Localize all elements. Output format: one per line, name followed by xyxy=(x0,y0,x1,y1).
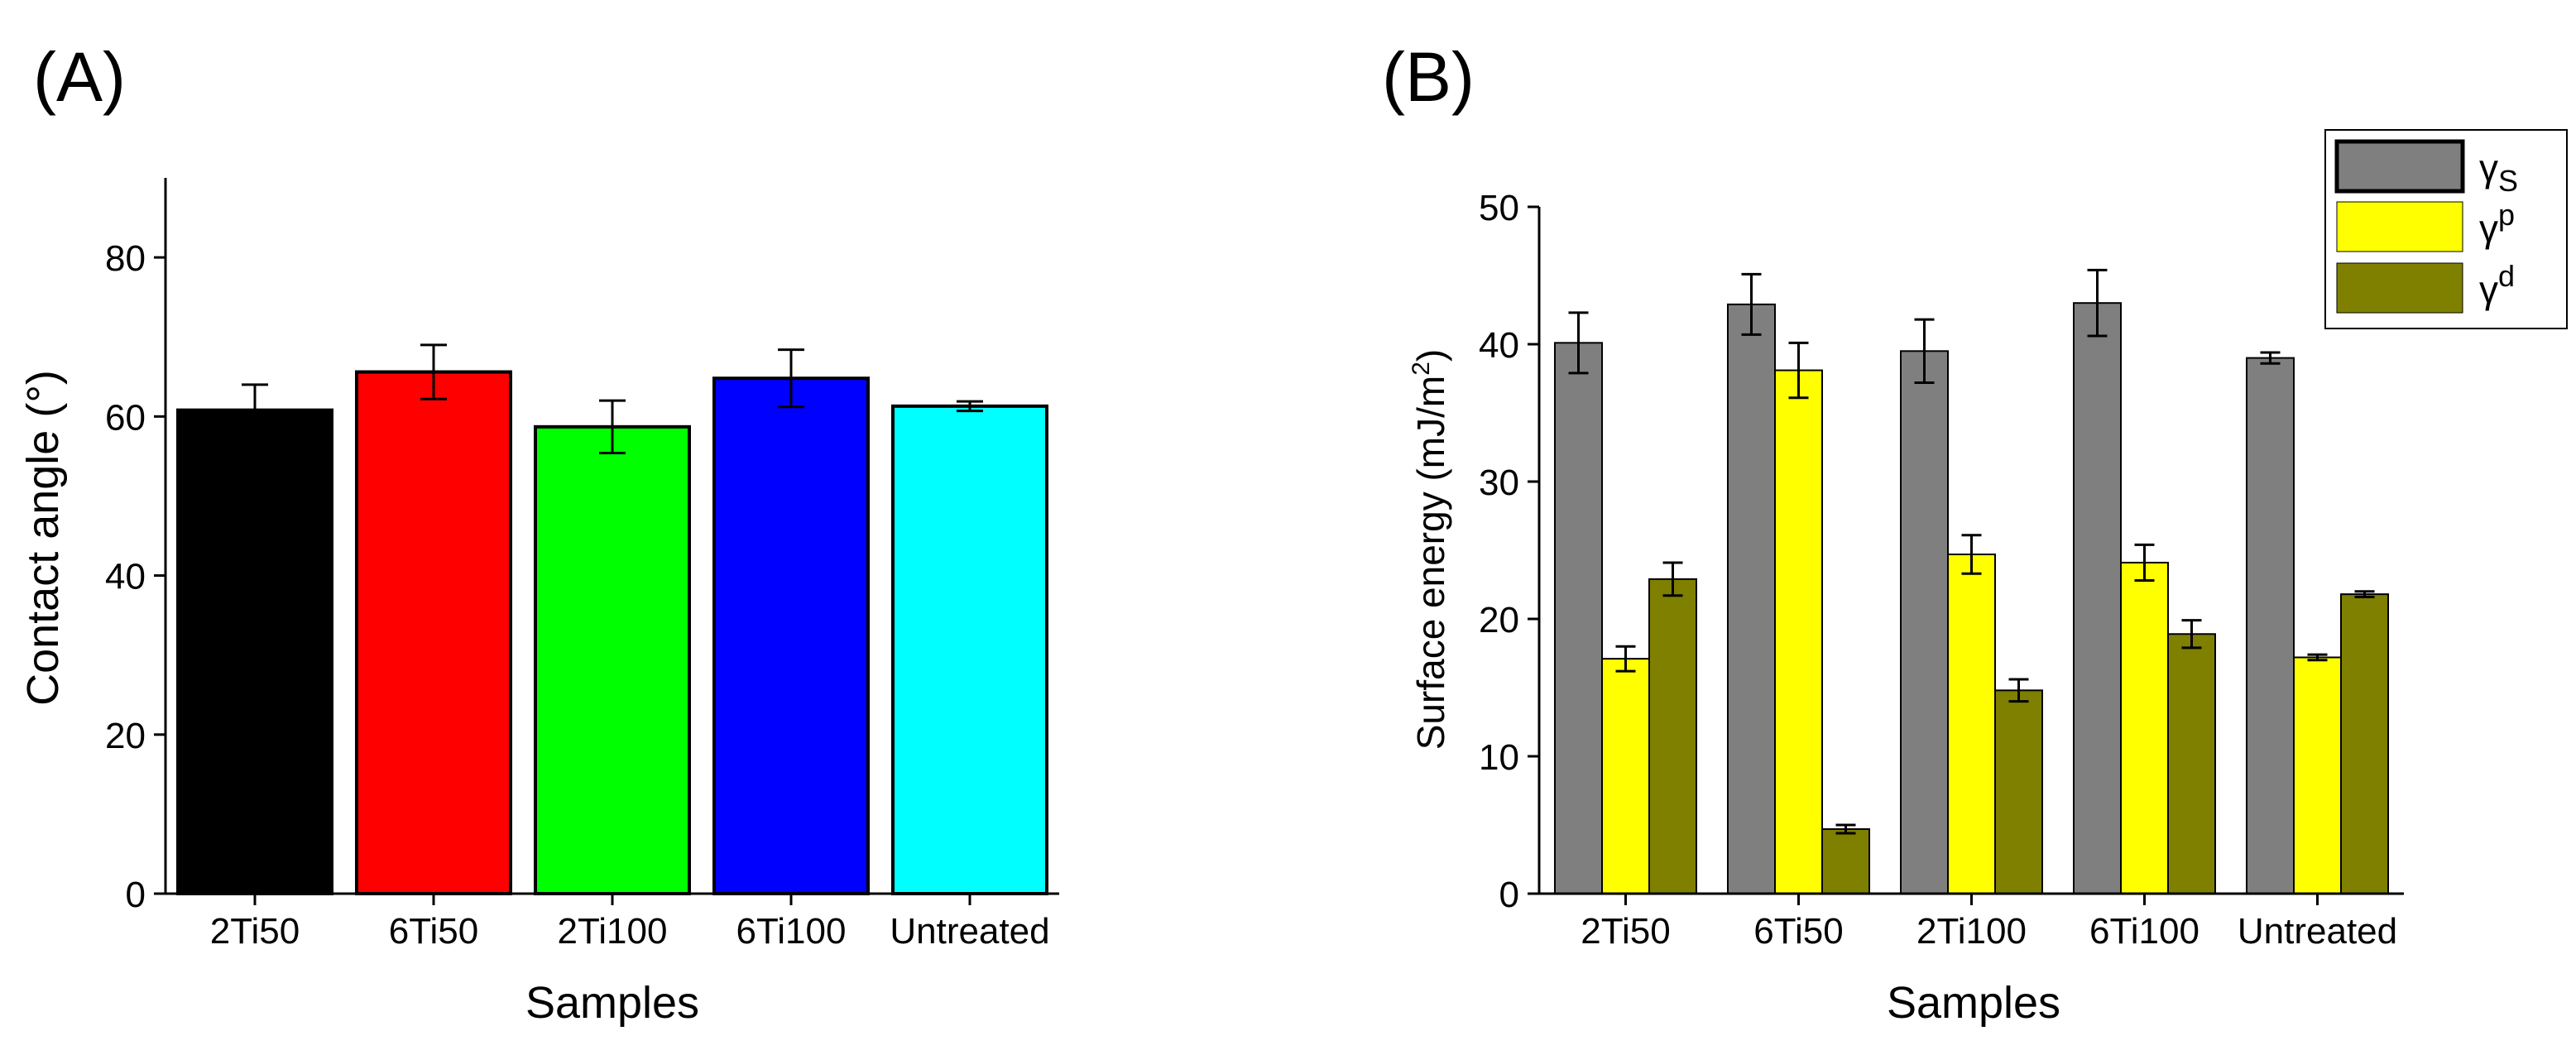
bar-6Ti100-s0 xyxy=(2073,302,2122,894)
legend-gamma-d-superscript: d xyxy=(2498,259,2515,293)
bar-6Ti100-s1 xyxy=(2120,561,2169,894)
y-tick-label: 40 xyxy=(105,557,146,597)
y-axis-title-b-superscript: 2 xyxy=(1408,362,1435,376)
legend-b: γS γp γd xyxy=(2324,129,2568,329)
bars-a xyxy=(176,343,1048,896)
x-axis-title-b: Samples xyxy=(1887,978,2060,1028)
legend-gamma-s-subscript: S xyxy=(2498,164,2518,198)
x-tick-label: Untreated xyxy=(890,911,1049,952)
y-tick-label: 30 xyxy=(1479,463,1519,503)
legend-gamma-p-base: γ xyxy=(2479,207,2498,250)
y-tick-label: 80 xyxy=(105,238,146,279)
bar-Untreated-s0 xyxy=(2246,357,2295,895)
panel-label-b: (B) xyxy=(1382,38,1475,116)
axes-a: 0 20 40 60 80 2Ti50 6Ti50 2Ti100 6Ti100 Untreated xyxy=(105,178,1059,952)
y-axis-title-a: Contact angle (°) xyxy=(18,370,68,706)
panel-b: (B) 0 10 20 30 40 50 2Ti50 6Ti50 2Ti100 6Ti100 Unt… xyxy=(1382,38,2568,1028)
bar-6Ti100 xyxy=(712,376,870,895)
x-tick-label: 6Ti100 xyxy=(736,911,847,952)
bar-2Ti50 xyxy=(176,408,333,895)
legend-label-gamma-s: γS xyxy=(2479,146,2518,198)
y-tick-label: 10 xyxy=(1479,737,1519,778)
bar-Untreated-s1 xyxy=(2293,656,2342,894)
bar-2Ti100-s2 xyxy=(1994,689,2043,894)
legend-gamma-p-superscript: p xyxy=(2498,198,2515,232)
panel-a: (A) 0 20 40 60 80 2Ti50 6Ti50 2Ti100 6Ti100 Untre… xyxy=(18,38,1059,1028)
bar-6Ti100-s2 xyxy=(2167,633,2216,894)
bar-6Ti50-s0 xyxy=(1727,303,1776,894)
x-tick-label: 2Ti100 xyxy=(558,911,668,952)
bar-2Ti50-s0 xyxy=(1554,342,1603,894)
y-axis-title-b-close: ) xyxy=(1409,349,1452,362)
bar-6Ti50 xyxy=(355,370,512,895)
bar-2Ti50-s1 xyxy=(1601,658,1650,894)
axes-b: 0 10 20 30 40 50 2Ti50 6Ti50 2Ti100 6Ti100 Untreat… xyxy=(1479,188,2404,952)
legend-label-gamma-p: γp xyxy=(2479,198,2515,250)
bar-Untreated-s2 xyxy=(2340,593,2389,894)
y-tick-label: 20 xyxy=(1479,600,1519,640)
bar-2Ti100-s0 xyxy=(1900,350,1949,894)
bar-2Ti100 xyxy=(534,424,691,895)
x-tick-label: 6Ti50 xyxy=(1753,911,1843,952)
x-tick-label: 2Ti100 xyxy=(1916,911,2027,952)
bar-Untreated xyxy=(891,404,1048,896)
y-tick-label: 50 xyxy=(1479,188,1519,228)
panel-label-a: (A) xyxy=(33,38,126,116)
bar-2Ti50-s2 xyxy=(1648,578,1697,894)
x-tick-label: 6Ti100 xyxy=(2089,911,2199,952)
y-axis-title-b: Surface energy (mJ/m2) xyxy=(1408,349,1452,750)
y-tick-label: 0 xyxy=(126,875,146,915)
bar-6Ti50-s2 xyxy=(1821,827,1870,894)
legend-swatch-gamma-p xyxy=(2336,201,2463,252)
y-tick-label: 20 xyxy=(105,716,146,756)
y-tick-label: 40 xyxy=(1479,325,1519,366)
legend-gamma-d-base: γ xyxy=(2479,268,2498,311)
y-tick-label: 0 xyxy=(1499,875,1519,915)
bars-b xyxy=(1554,268,2389,895)
x-tick-label: 6Ti50 xyxy=(389,911,478,952)
legend-swatch-gamma-d xyxy=(2336,262,2463,314)
x-tick-label: Untreated xyxy=(2238,911,2397,952)
bar-2Ti100-s1 xyxy=(1947,553,1996,894)
y-tick-label: 60 xyxy=(105,397,146,438)
y-axis-title-b-text: Surface energy (mJ/m xyxy=(1409,376,1452,750)
x-tick-label: 2Ti50 xyxy=(210,911,300,952)
legend-swatch-gamma-s xyxy=(2334,139,2465,194)
x-tick-label: 2Ti50 xyxy=(1581,911,1670,952)
bar-6Ti50-s1 xyxy=(1774,369,1823,895)
x-axis-title-a: Samples xyxy=(525,978,699,1028)
legend-label-gamma-d: γd xyxy=(2479,259,2515,311)
legend-gamma-s-base: γ xyxy=(2479,146,2498,189)
